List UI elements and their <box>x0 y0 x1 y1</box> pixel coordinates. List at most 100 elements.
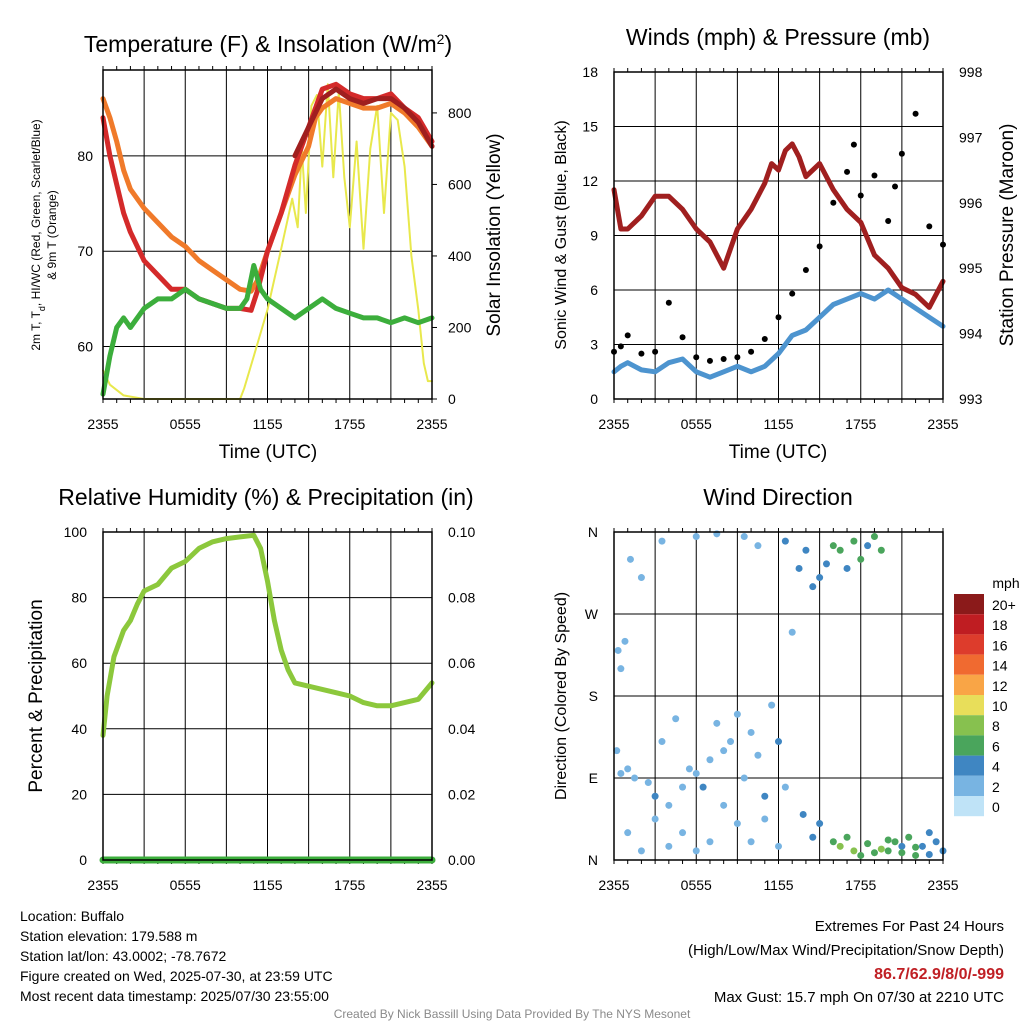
credit-line: Created By Nick Bassill Using Data Provi… <box>333 1007 691 1021</box>
direction-point <box>637 847 645 855</box>
x-tick-label: 1755 <box>845 416 876 432</box>
winds-title: Winds (mph) & Pressure (mb) <box>626 24 930 50</box>
direction-point <box>692 533 700 541</box>
y-left-tick-label: 100 <box>64 524 88 540</box>
series-line-3 <box>292 86 435 159</box>
y-tick-label: W <box>585 606 599 622</box>
legend-label: 20+ <box>992 597 1016 613</box>
direction-point <box>912 843 920 851</box>
legend-label: 16 <box>992 637 1008 653</box>
direction-point <box>816 820 824 828</box>
direction-point <box>857 555 865 563</box>
direction-point <box>617 769 625 777</box>
direction-point <box>898 849 906 857</box>
legend-label: 10 <box>992 698 1008 714</box>
direction-point <box>898 842 906 850</box>
direction-point <box>788 628 796 636</box>
plot-frame <box>102 531 433 861</box>
temperature-y-left-label: 2m T, Td, HI/WC (Red, Green, Scarlet/Blu… <box>29 119 47 350</box>
legend-swatch <box>954 594 984 615</box>
direction-point <box>809 583 817 591</box>
direction-point <box>754 542 762 550</box>
y-tick-label: N <box>588 524 598 540</box>
y-right-tick-label: 0.00 <box>448 852 475 868</box>
y-right-tick-label: 600 <box>448 176 472 192</box>
legend-swatch <box>954 695 984 716</box>
direction-point <box>733 710 741 718</box>
direction-point <box>692 769 700 777</box>
extremes-title: Extremes For Past 24 Hours <box>814 918 1004 935</box>
gust-point <box>734 354 741 361</box>
x-tick-label: 1155 <box>763 416 793 432</box>
gust-point <box>844 168 851 175</box>
info-latlon: Station lat/lon: 43.0002; -78.7672 <box>20 948 227 964</box>
y-left-tick-label: 0 <box>590 391 598 407</box>
y-left-tick-label: 80 <box>77 148 93 164</box>
direction-point <box>706 756 714 764</box>
gust-point <box>816 243 823 250</box>
legend-swatch <box>954 735 984 756</box>
plot-frame <box>102 69 433 400</box>
x-tick-label: 1755 <box>334 416 365 432</box>
wind-direction-title: Wind Direction <box>703 484 853 510</box>
direction-point <box>720 801 728 809</box>
direction-point <box>816 574 824 582</box>
temperature-y-right-label: Solar Insolation (Yellow) <box>484 133 505 336</box>
direction-point <box>870 533 878 541</box>
legend-swatch <box>954 614 984 635</box>
wind-direction-y-label: Direction (Colored By Speed) <box>553 592 570 800</box>
y-left-tick-label: 18 <box>582 64 598 80</box>
gust-point <box>624 332 631 339</box>
direction-point <box>713 719 721 727</box>
legend-label: 0 <box>992 799 1000 815</box>
legend-swatch <box>954 775 984 796</box>
series-line-4 <box>100 263 435 397</box>
legend-label: 8 <box>992 718 1000 734</box>
humidity-y-label: Percent & Precipitation <box>26 599 47 792</box>
direction-point <box>761 792 769 800</box>
direction-point <box>905 833 913 841</box>
winds-y-right-label: Station Pressure (Maroon) <box>997 124 1018 347</box>
direction-point <box>843 833 851 841</box>
direction-point <box>795 564 803 572</box>
direction-point <box>706 838 714 846</box>
direction-point <box>754 751 762 759</box>
temperature-x-label: Time (UTC) <box>219 442 318 463</box>
direction-point <box>658 537 666 545</box>
y-right-tick-label: 0.06 <box>448 655 475 671</box>
speed-legend: mph 20+ 18 16 14 12 10 8 6 4 2 0 <box>954 575 1020 817</box>
gust-point <box>871 172 878 179</box>
x-tick-label: 2355 <box>416 877 447 893</box>
gust-point <box>617 343 624 350</box>
direction-point <box>644 779 652 787</box>
legend-swatch <box>954 796 984 817</box>
direction-point <box>651 792 659 800</box>
direction-point <box>857 851 865 859</box>
legend-swatch <box>954 755 984 776</box>
direction-point <box>631 774 639 782</box>
gust-point <box>775 314 782 321</box>
x-tick-label: 2355 <box>87 877 118 893</box>
direction-point <box>699 783 707 791</box>
direction-point <box>912 851 920 859</box>
series-line-0 <box>611 141 946 310</box>
direction-point <box>679 829 687 837</box>
direction-point <box>822 560 830 568</box>
direction-point <box>884 847 892 855</box>
direction-point <box>850 537 858 545</box>
series-line-0 <box>102 83 433 400</box>
legend-label: 2 <box>992 779 1000 795</box>
direction-point <box>740 533 748 541</box>
legend-swatch <box>954 674 984 695</box>
direction-point <box>761 815 769 823</box>
direction-point <box>850 847 858 855</box>
y-right-tick-label: 200 <box>448 319 472 335</box>
direction-point <box>740 774 748 782</box>
y-right-tick-label: 0.10 <box>448 524 475 540</box>
gust-point <box>679 334 686 341</box>
y-right-tick-label: 995 <box>959 260 983 276</box>
direction-point <box>658 738 666 746</box>
gust-point <box>857 192 864 199</box>
y-left-tick-label: 20 <box>71 786 87 802</box>
y-right-tick-label: 800 <box>448 105 472 121</box>
